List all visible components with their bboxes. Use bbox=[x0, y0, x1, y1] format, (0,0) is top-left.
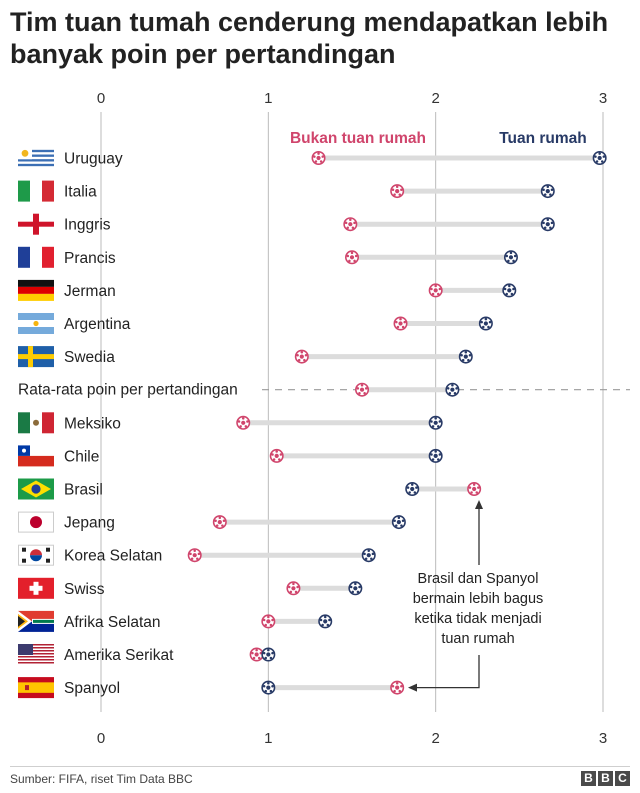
home-point bbox=[478, 316, 493, 331]
away-point bbox=[390, 184, 405, 199]
chart-title: Tim tuan tumah cenderung mendapatkan leb… bbox=[10, 7, 609, 69]
country-label: Jerman bbox=[64, 283, 116, 300]
flag-chile-icon bbox=[18, 445, 54, 467]
annotation-text: Brasil dan Spanyol bbox=[418, 571, 539, 587]
flag-england-icon bbox=[18, 213, 54, 235]
flag-brazil-icon bbox=[18, 478, 54, 500]
legend-home: Tuan rumah bbox=[499, 130, 587, 147]
country-label: Prancis bbox=[64, 250, 116, 267]
flag-southafrica-icon bbox=[18, 610, 54, 632]
home-point bbox=[348, 581, 363, 596]
bbc-logo-letter: B bbox=[598, 771, 613, 786]
home-point bbox=[361, 548, 376, 563]
bbc-logo: B B C bbox=[581, 771, 630, 786]
flag-sweden-icon bbox=[18, 346, 54, 368]
flag-argentina-icon bbox=[18, 313, 54, 334]
flag-germany-icon bbox=[18, 279, 54, 301]
country-label: Amerika Serikat bbox=[64, 647, 174, 664]
away-point bbox=[467, 481, 482, 496]
x-tick-label-bottom: 1 bbox=[264, 730, 272, 747]
away-point bbox=[236, 415, 251, 430]
home-point bbox=[592, 151, 607, 166]
away-point bbox=[343, 217, 358, 232]
country-label: Uruguay bbox=[64, 151, 123, 168]
annotation-arrowhead-spanyol bbox=[408, 683, 417, 692]
flag-mexico-icon bbox=[18, 412, 54, 434]
annotation-line-spanyol bbox=[415, 655, 480, 689]
home-point bbox=[502, 283, 517, 298]
bbc-logo-letter: C bbox=[615, 771, 630, 786]
country-label: Jepang bbox=[64, 515, 115, 532]
country-label: Swiss bbox=[64, 581, 105, 598]
away-point bbox=[393, 316, 408, 331]
flag-uruguay-icon bbox=[18, 147, 54, 169]
x-tick-label-bottom: 2 bbox=[431, 730, 439, 747]
x-tick-label-top: 2 bbox=[431, 90, 439, 107]
x-tick-label-top: 0 bbox=[97, 90, 105, 107]
home-point bbox=[428, 415, 443, 430]
footer-divider bbox=[10, 766, 630, 767]
annotation-text: ketika tidak menjadi bbox=[414, 611, 541, 627]
bbc-logo-letter: B bbox=[581, 771, 596, 786]
average-label: Rata-rata poin per pertandingan bbox=[18, 382, 238, 399]
away-point bbox=[249, 647, 264, 662]
x-tick-label-top: 1 bbox=[264, 90, 272, 107]
x-tick-label-bottom: 0 bbox=[97, 730, 105, 747]
country-label: Swedia bbox=[64, 349, 115, 366]
away-point bbox=[261, 614, 276, 629]
home-point bbox=[458, 349, 473, 364]
country-label: Inggris bbox=[64, 217, 111, 234]
home-point bbox=[261, 647, 276, 662]
away-point bbox=[344, 250, 359, 265]
legend-away: Bukan tuan rumah bbox=[290, 130, 426, 147]
home-point bbox=[405, 481, 420, 496]
country-label: Meksiko bbox=[64, 415, 121, 432]
flag-switzerland-icon bbox=[18, 577, 54, 599]
home-point bbox=[503, 250, 518, 265]
home-point bbox=[540, 184, 555, 199]
flag-france-icon bbox=[18, 246, 54, 268]
dumbbell-chart: 0 0 1 1 2 2 3 3 Bukan tuan rumah Tuan rumah Urugua… bbox=[18, 90, 630, 747]
home-point bbox=[391, 515, 406, 530]
flag-spain-icon bbox=[18, 677, 54, 699]
away-point bbox=[187, 548, 202, 563]
annotation-text: tuan rumah bbox=[441, 631, 514, 647]
home-point bbox=[445, 382, 460, 397]
annotation-text: bermain lebih bagus bbox=[413, 591, 544, 607]
flag-italy-icon bbox=[18, 180, 54, 202]
away-point bbox=[355, 382, 370, 397]
annotation-arrowhead-brasil bbox=[475, 500, 483, 509]
country-label: Argentina bbox=[64, 316, 131, 333]
home-point bbox=[318, 614, 333, 629]
x-tick-label-top: 3 bbox=[599, 90, 607, 107]
country-label: Brasil bbox=[64, 482, 103, 499]
source-note: Sumber: FIFA, riset Tim Data BBC bbox=[10, 772, 193, 786]
country-label: Korea Selatan bbox=[64, 548, 162, 565]
home-point bbox=[261, 680, 276, 695]
home-point bbox=[428, 448, 443, 463]
away-point bbox=[286, 581, 301, 596]
flag-usa-icon bbox=[18, 644, 54, 665]
home-point bbox=[540, 217, 555, 232]
flag-japan-icon bbox=[18, 511, 54, 533]
away-point bbox=[294, 349, 309, 364]
away-point bbox=[428, 283, 443, 298]
away-point bbox=[311, 151, 326, 166]
country-label: Italia bbox=[64, 184, 97, 201]
away-point bbox=[212, 515, 227, 530]
country-label: Afrika Selatan bbox=[64, 614, 161, 631]
x-tick-label-bottom: 3 bbox=[599, 730, 607, 747]
away-point bbox=[269, 448, 284, 463]
away-point bbox=[390, 680, 405, 695]
country-label: Chile bbox=[64, 448, 99, 465]
flag-korea-icon bbox=[18, 544, 54, 566]
country-label: Spanyol bbox=[64, 680, 120, 697]
